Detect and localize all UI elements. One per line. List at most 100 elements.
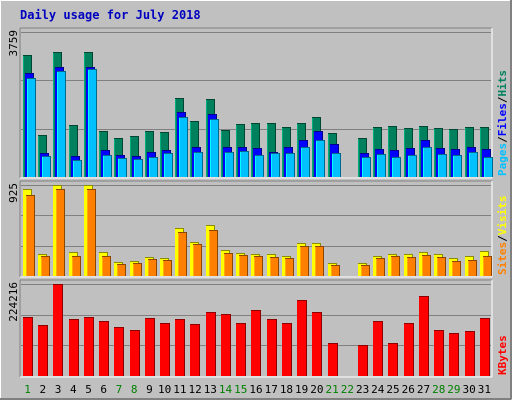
- bar-top-edge: [57, 71, 66, 72]
- bar-top-edge: [101, 150, 110, 151]
- bar-top-edge: [434, 128, 443, 129]
- bar-pages-day-26: [408, 155, 417, 177]
- bar-shadow: [111, 155, 112, 177]
- bar-highlight: [267, 319, 268, 376]
- bar-top-edge: [23, 55, 32, 56]
- bar-top-edge: [251, 123, 260, 124]
- bar-shadow: [276, 319, 277, 376]
- bar-shadow: [47, 325, 48, 376]
- bar-top-edge: [314, 131, 323, 132]
- bar-highlight: [421, 140, 422, 177]
- bar-top-edge: [328, 263, 337, 264]
- bar-top-edge: [223, 147, 232, 148]
- bar-highlight: [130, 136, 131, 177]
- bar-top-edge: [103, 155, 112, 156]
- bar-shadow: [382, 321, 383, 376]
- bar-fill: [361, 265, 370, 276]
- bar-top-edge: [72, 256, 81, 257]
- bar-pages-day-1: [27, 78, 36, 177]
- bar-highlight: [284, 147, 285, 177]
- bar-hits-day-4: [69, 125, 78, 177]
- y-max-label: 3759: [7, 30, 20, 57]
- x-tick-label-day-9: 9: [146, 383, 153, 396]
- bar-highlight: [99, 252, 100, 276]
- bar-fill: [163, 260, 172, 276]
- bar-highlight: [449, 129, 450, 177]
- bar-top-edge: [133, 263, 142, 264]
- bar-highlight: [238, 147, 239, 177]
- bar-top-edge: [482, 149, 491, 150]
- bar-top-edge: [69, 252, 78, 253]
- bar-top-edge: [391, 256, 400, 257]
- bar-highlight: [358, 138, 359, 177]
- bar-shadow: [215, 312, 216, 376]
- bar-top-edge: [358, 138, 367, 139]
- bar-highlight: [267, 254, 268, 276]
- bar-top-edge: [267, 254, 276, 255]
- bar-highlight: [27, 78, 28, 177]
- bar-fill: [434, 330, 444, 376]
- bar-fill: [267, 123, 276, 177]
- bar-shadow: [77, 125, 78, 177]
- bar-highlight: [175, 228, 176, 276]
- x-tick-label-day-29: 29: [447, 383, 460, 396]
- bar-highlight: [162, 150, 163, 177]
- x-tick-label-day-25: 25: [386, 383, 399, 396]
- bar-highlight: [312, 312, 313, 376]
- bar-fill: [221, 314, 231, 376]
- x-tick-label-day-12: 12: [188, 383, 201, 396]
- bar-top-edge: [114, 327, 124, 328]
- bar-shadow: [291, 323, 292, 376]
- bar-top-edge: [408, 155, 417, 156]
- bar-highlight: [282, 323, 283, 376]
- bar-pages-day-25: [392, 157, 401, 177]
- bar-top-edge: [312, 117, 321, 118]
- bar-kbytes-day-27: [419, 296, 429, 376]
- bar-kbytes-day-21: [328, 343, 338, 376]
- bar-sites-day-1: [26, 195, 35, 276]
- bar-shadow: [110, 256, 111, 276]
- bar-highlight: [175, 319, 176, 376]
- bar-shadow: [385, 154, 386, 177]
- bar-highlight: [56, 189, 57, 276]
- x-axis: 1 2 3 4 5 6 7 8 9 10 11 12 13 14 15 16 17 18 19 20 21 22 23 24 2…: [24, 383, 491, 396]
- bar-sites-day-12: [193, 244, 202, 276]
- bar-top-edge: [436, 148, 445, 149]
- bar-sites-day-4: [72, 256, 81, 276]
- bar-highlight: [209, 230, 210, 276]
- bar-highlight: [270, 257, 271, 276]
- bar-highlight: [160, 258, 161, 276]
- bar-highlight: [422, 255, 423, 276]
- bar-kbytes-day-23: [358, 345, 368, 376]
- bar-highlight: [468, 260, 469, 276]
- bar-highlight: [240, 151, 241, 177]
- bar-top-edge: [358, 263, 367, 264]
- bar-top-edge: [160, 132, 169, 133]
- bar-highlight: [282, 256, 283, 276]
- bar-top-edge: [145, 131, 154, 132]
- bar-highlight: [312, 117, 313, 177]
- bar-fill: [88, 69, 97, 177]
- bar-shadow: [157, 157, 158, 177]
- bar-fill: [72, 256, 81, 276]
- bar-top-edge: [271, 153, 280, 154]
- bar-top-edge: [99, 131, 108, 132]
- bar-highlight: [483, 256, 484, 276]
- bar-fill: [102, 256, 111, 276]
- bar-sites-day-11: [178, 232, 187, 276]
- bar-top-edge: [300, 246, 309, 247]
- bar-highlight: [38, 135, 39, 177]
- bar-highlight: [267, 123, 268, 177]
- bar-fill: [316, 140, 325, 177]
- bar-highlight: [190, 242, 191, 276]
- bar-top-edge: [282, 256, 291, 257]
- bar-top-edge: [480, 318, 490, 319]
- bar-kbytes-day-18: [282, 323, 292, 376]
- bar-highlight: [103, 155, 104, 177]
- bar-top-edge: [469, 152, 478, 153]
- bar-top-edge: [23, 317, 33, 318]
- bar-top-edge: [116, 155, 125, 156]
- bar-shadow: [247, 255, 248, 276]
- bar-top-edge: [449, 129, 458, 130]
- bar-highlight: [362, 157, 363, 177]
